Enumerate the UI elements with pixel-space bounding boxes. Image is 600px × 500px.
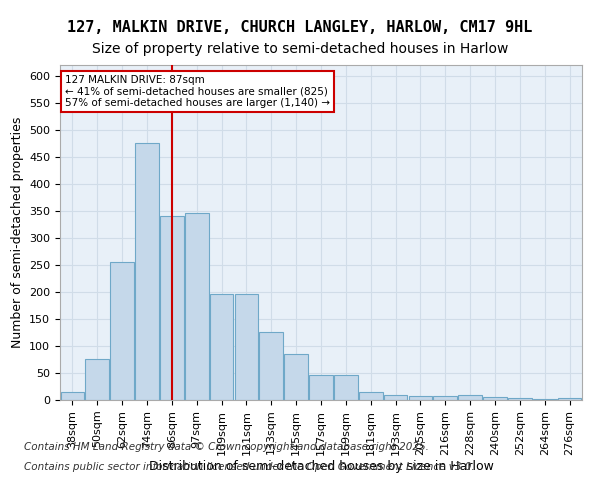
- Bar: [508, 398, 532, 400]
- Bar: [284, 354, 308, 400]
- Text: Size of property relative to semi-detached houses in Harlow: Size of property relative to semi-detach…: [92, 42, 508, 56]
- Bar: [160, 216, 184, 400]
- Bar: [384, 394, 407, 400]
- Text: Contains HM Land Registry data © Crown copyright and database right 2025.: Contains HM Land Registry data © Crown c…: [24, 442, 429, 452]
- Bar: [135, 144, 159, 400]
- Bar: [558, 398, 581, 400]
- Bar: [334, 375, 358, 400]
- Text: Contains public sector information licensed under the Open Government Licence v3: Contains public sector information licen…: [24, 462, 475, 472]
- Text: 127 MALKIN DRIVE: 87sqm
← 41% of semi-detached houses are smaller (825)
57% of s: 127 MALKIN DRIVE: 87sqm ← 41% of semi-de…: [65, 75, 330, 108]
- Bar: [458, 394, 482, 400]
- Bar: [210, 294, 233, 400]
- Y-axis label: Number of semi-detached properties: Number of semi-detached properties: [11, 117, 23, 348]
- Bar: [61, 392, 84, 400]
- Bar: [85, 360, 109, 400]
- Bar: [359, 392, 383, 400]
- Bar: [259, 332, 283, 400]
- Bar: [185, 212, 209, 400]
- Bar: [533, 399, 557, 400]
- Text: 127, MALKIN DRIVE, CHURCH LANGLEY, HARLOW, CM17 9HL: 127, MALKIN DRIVE, CHURCH LANGLEY, HARLO…: [67, 20, 533, 35]
- Bar: [433, 396, 457, 400]
- Bar: [409, 396, 432, 400]
- X-axis label: Distribution of semi-detached houses by size in Harlow: Distribution of semi-detached houses by …: [149, 460, 493, 473]
- Bar: [235, 294, 258, 400]
- Bar: [483, 397, 507, 400]
- Bar: [309, 375, 333, 400]
- Bar: [110, 262, 134, 400]
